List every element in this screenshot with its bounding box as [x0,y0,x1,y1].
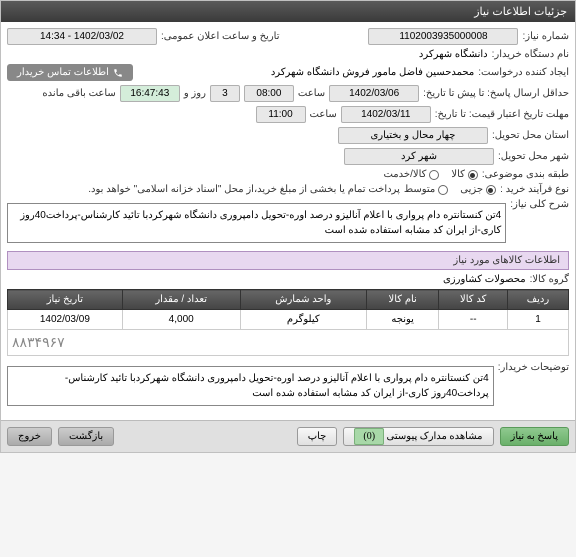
contact-button-label: اطلاعات تماس خریدار [17,67,109,78]
group-value: محصولات کشاورزی [443,274,526,285]
date-value: 1402/03/02 - 14:34 [7,28,157,45]
remain-label: ساعت باقی مانده [42,88,115,99]
cell-code: -- [439,310,508,330]
th-row: ردیف [507,290,568,310]
remain-time: 16:47:43 [120,85,180,102]
deadline-date: 1402/03/06 [329,85,419,102]
req-no-value: 1102003935000008 [368,28,518,45]
goods-section-header: اطلاعات کالاهای مورد نیاز [7,251,569,270]
delivery-loc-label: استان محل تحویل: [492,130,569,141]
buyer-notes-text: 4تن کنستانتره دام پرواری با اعلام آنالیز… [7,366,494,406]
cell-unit: کیلوگرم [240,310,366,330]
table-row: ۸۸۳۴۹۶۷ [8,330,569,356]
contact-button[interactable]: اطلاعات تماس خریدار [7,64,133,81]
delivery-city-label: شهر محل تحویل: [498,151,569,162]
cell-row: 1 [507,310,568,330]
cell-date: 1402/03/09 [8,310,123,330]
creator-value: محمدحسین فاضل مامور فروش دانشگاه شهرکرد [271,67,474,78]
days-label: روز و [184,88,206,99]
process-label: نوع فرآیند خرید : [500,184,569,195]
attach-label: مشاهده مدارک پیوستی [387,431,483,442]
delivery-loc-value: چهار محال و بختیاری [338,127,488,144]
class-label: طبقه بندی موضوعی: [482,169,569,180]
deadline-time: 08:00 [244,85,294,102]
date-label: تاریخ و ساعت اعلان عمومی: [161,31,280,42]
radio-service[interactable]: کالا/خدمت [383,169,439,180]
req-no-label: شماره نیاز: [522,31,569,42]
print-button[interactable]: چاپ [297,427,338,446]
th-unit: واحد شمارش [240,290,366,310]
exit-button[interactable]: خروج [7,427,52,446]
table-row[interactable]: 1 -- یونجه کیلوگرم 4,000 1402/03/09 [8,310,569,330]
radio-partial-label: متوسط [404,184,435,195]
time-label-2: ساعت [310,109,337,120]
validity-label: مهلت تاریخ اعتبار قیمت: تا تاریخ: [435,109,569,120]
deadline-label: حداقل ارسال پاسخ: تا پیش تا تاریخ: [423,88,569,99]
radio-goods-label: کالا [451,169,465,180]
table-header-row: ردیف کد کالا نام کالا واحد شمارش تعداد /… [8,290,569,310]
time-label-1: ساعت [298,88,325,99]
radio-detail-label: جزیی [460,184,483,195]
validity-time: 11:00 [256,106,306,123]
th-qty: تعداد / مقدار [122,290,240,310]
class-radio-group: کالا کالا/خدمت [383,169,477,180]
th-name: نام کالا [366,290,438,310]
buyer-label: نام دستگاه خریدار: [492,49,569,60]
footer-bar: پاسخ به نیاز مشاهده مدارک پیوستی (0) چاپ… [1,420,575,452]
panel-body: شماره نیاز: 1102003935000008 تاریخ و ساع… [1,22,575,420]
phone-icon [113,68,123,78]
process-note: پرداخت تمام یا بخشی از مبلغ خرید،از محل … [88,184,400,195]
radio-dot-icon [438,185,448,195]
back-button[interactable]: بازگشت [58,427,114,446]
attachments-button[interactable]: مشاهده مدارک پیوستی (0) [343,427,493,446]
desc-text: 4تن کنستانتره دام پرواری با اعلام آنالیز… [7,203,506,243]
cell-qty: 4,000 [122,310,240,330]
main-panel: جزئیات اطلاعات نیاز شماره نیاز: 11020039… [0,0,576,453]
buyer-notes-label: توضیحات خریدار: [498,362,569,373]
panel-title: جزئیات اطلاعات نیاز [1,1,575,22]
desc-label: شرح کلی نیاز: [510,199,569,210]
radio-dot-icon [429,170,439,180]
radio-dot-icon [486,185,496,195]
attach-count: (0) [354,428,384,445]
th-code: کد کالا [439,290,508,310]
buyer-value: دانشگاه شهرکرد [419,49,488,60]
reply-button[interactable]: پاسخ به نیاز [500,427,570,446]
validity-date: 1402/03/11 [341,106,431,123]
delivery-city-value: شهر کرد [344,148,494,165]
days-value: 3 [210,85,240,102]
phone-watermark: ۸۸۳۴۹۶۷ [8,330,569,356]
cell-name: یونجه [366,310,438,330]
group-label: گروه کالا: [530,274,569,285]
radio-service-label: کالا/خدمت [383,169,426,180]
process-radio-group: جزیی متوسط [404,184,496,195]
radio-goods[interactable]: کالا [451,169,478,180]
creator-label: ایجاد کننده درخواست: [478,67,569,78]
radio-partial[interactable]: متوسط [404,184,448,195]
th-date: تاریخ نیاز [8,290,123,310]
radio-dot-icon [468,170,478,180]
goods-table: ردیف کد کالا نام کالا واحد شمارش تعداد /… [7,289,569,356]
radio-detail[interactable]: جزیی [460,184,496,195]
